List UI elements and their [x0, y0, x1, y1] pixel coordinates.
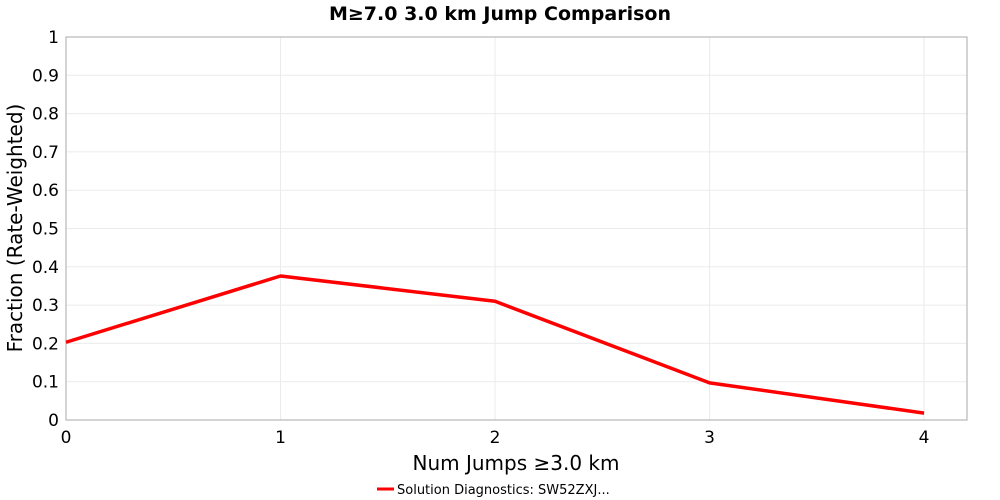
y-tick-label: 0.8 [32, 105, 59, 125]
x-tick-label: 1 [275, 428, 286, 448]
x-tick-label: 3 [704, 428, 715, 448]
y-axis-label: Fraction (Rate-Weighted) [3, 104, 27, 353]
y-tick-label: 0.7 [32, 143, 59, 163]
y-tick-label: 0.2 [32, 334, 59, 354]
x-axis-label: Num Jumps ≥3.0 km [413, 451, 620, 475]
y-tick-label: 0.1 [32, 373, 59, 393]
y-tick-label: 0 [48, 411, 59, 431]
y-tick-label: 1 [48, 28, 59, 48]
y-tick-label: 0.3 [32, 296, 59, 316]
y-tick-label: 0.6 [32, 181, 59, 201]
y-tick-label: 0.9 [32, 66, 59, 86]
legend-label: Solution Diagnostics: SW52ZXJ... [397, 483, 610, 498]
x-tick-label: 0 [61, 428, 72, 448]
chart-title: M≥7.0 3.0 km Jump Comparison [329, 3, 671, 25]
y-tick-label: 0.5 [32, 220, 59, 240]
x-tick-label: 2 [490, 428, 501, 448]
plot-area [65, 36, 968, 421]
x-tick-label: 4 [919, 428, 930, 448]
series-line [65, 274, 925, 415]
legend: Solution Diagnostics: SW52ZXJ... [377, 483, 610, 498]
y-tick-label: 0.4 [32, 258, 59, 278]
